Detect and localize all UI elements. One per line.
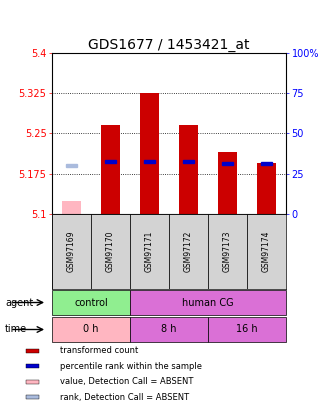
FancyBboxPatch shape xyxy=(208,214,247,289)
Text: GSM97174: GSM97174 xyxy=(262,231,271,272)
FancyBboxPatch shape xyxy=(52,214,91,289)
Title: GDS1677 / 1453421_at: GDS1677 / 1453421_at xyxy=(88,38,250,51)
FancyBboxPatch shape xyxy=(26,349,39,353)
Text: GSM97171: GSM97171 xyxy=(145,231,154,272)
Text: GSM97169: GSM97169 xyxy=(67,231,76,272)
Bar xyxy=(261,162,271,166)
Text: GSM97173: GSM97173 xyxy=(223,231,232,272)
Text: control: control xyxy=(74,298,108,307)
Text: 0 h: 0 h xyxy=(83,324,99,335)
Bar xyxy=(62,200,81,214)
Text: percentile rank within the sample: percentile rank within the sample xyxy=(60,362,202,371)
Bar xyxy=(183,160,194,163)
Bar xyxy=(144,160,155,163)
FancyBboxPatch shape xyxy=(26,364,39,368)
Text: 8 h: 8 h xyxy=(161,324,177,335)
FancyBboxPatch shape xyxy=(26,395,39,399)
Text: value, Detection Call = ABSENT: value, Detection Call = ABSENT xyxy=(60,377,193,386)
Bar xyxy=(218,152,237,214)
Text: transformed count: transformed count xyxy=(60,346,138,355)
Bar xyxy=(67,164,76,167)
FancyBboxPatch shape xyxy=(130,290,286,315)
Bar xyxy=(106,160,116,163)
Text: GSM97170: GSM97170 xyxy=(106,231,115,272)
Text: rank, Detection Call = ABSENT: rank, Detection Call = ABSENT xyxy=(60,393,189,402)
Bar xyxy=(222,162,233,166)
Bar xyxy=(140,93,159,214)
Text: agent: agent xyxy=(5,298,33,307)
FancyBboxPatch shape xyxy=(208,317,286,343)
FancyBboxPatch shape xyxy=(130,214,169,289)
FancyBboxPatch shape xyxy=(52,317,130,343)
Text: 16 h: 16 h xyxy=(236,324,258,335)
Bar xyxy=(101,125,120,214)
FancyBboxPatch shape xyxy=(52,290,130,315)
Text: GSM97172: GSM97172 xyxy=(184,231,193,272)
Bar xyxy=(179,125,198,214)
FancyBboxPatch shape xyxy=(247,214,286,289)
FancyBboxPatch shape xyxy=(26,380,39,384)
Text: time: time xyxy=(5,324,27,335)
FancyBboxPatch shape xyxy=(91,214,130,289)
Bar xyxy=(257,163,276,214)
FancyBboxPatch shape xyxy=(130,317,208,343)
FancyBboxPatch shape xyxy=(169,214,208,289)
Text: human CG: human CG xyxy=(182,298,234,307)
